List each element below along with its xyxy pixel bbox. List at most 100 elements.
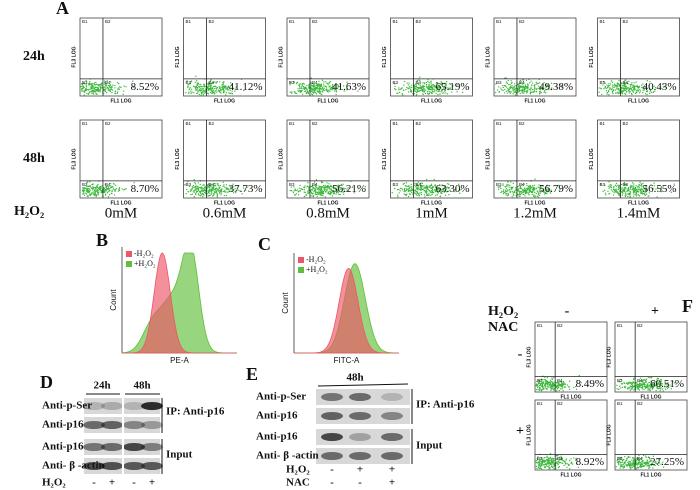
percentage: 60.51%	[650, 378, 684, 390]
blot-row-label: Anti-p16	[256, 410, 298, 422]
panel-label: E	[246, 364, 258, 384]
percentage: 56.79%	[539, 183, 573, 195]
treatment-sign: -	[132, 477, 136, 489]
quadrant-label: B3	[82, 182, 88, 187]
divider	[317, 383, 409, 387]
group-label: IP: Anti-p16	[166, 406, 225, 418]
legend-swatch	[126, 251, 132, 257]
blot-band	[123, 462, 145, 470]
quadrant-label: B3	[289, 80, 295, 85]
quadrant-label: B3	[617, 378, 623, 383]
panel-label: A	[56, 0, 69, 18]
treatment-sign: +	[357, 464, 363, 476]
concentration: 1.4mM	[617, 205, 661, 221]
blot-row-label: Anti-p16	[42, 419, 84, 431]
quadrant-label: B4	[415, 182, 421, 187]
row-label: 48h	[23, 151, 45, 166]
y-axis-label: FL3 LOG	[175, 46, 181, 67]
y-axis-label: FL3 LOG	[606, 346, 612, 367]
y-axis-label: Count	[281, 292, 290, 314]
quadrant-label: B3	[537, 378, 543, 383]
treatment-sign: +	[109, 477, 115, 489]
dot-cloud	[599, 181, 676, 198]
quadrant-label: B2	[415, 19, 421, 24]
dot-cloud	[289, 179, 367, 198]
percentage: 40.43%	[643, 81, 677, 93]
quadrant-label: B4	[622, 182, 628, 187]
y-axis-label: Count	[109, 289, 118, 311]
percentage: 41.12%	[229, 81, 263, 93]
quadrant-label: B2	[415, 121, 421, 126]
treatment-sign: +	[516, 424, 524, 439]
blot-band	[141, 462, 163, 470]
quadrant-label: B1	[537, 323, 543, 328]
quadrant-label: B2	[208, 121, 214, 126]
blot-band	[123, 402, 145, 410]
panel-label: F	[682, 296, 693, 316]
blot-band	[101, 421, 123, 429]
quadrant-label: B2	[557, 323, 563, 328]
legend-entry: +H₂O₂	[134, 259, 156, 268]
quadrant-label: B2	[622, 19, 628, 24]
treatment-label: NAC	[286, 477, 310, 489]
y-axis-label: FL3 LOG	[526, 424, 532, 445]
x-axis-label: FL1 LOG	[640, 394, 661, 400]
x-axis-label: FL1 LOG	[524, 98, 545, 104]
quadrant-label: B3	[393, 80, 399, 85]
dot-cloud	[494, 77, 563, 96]
percentage: 49.38%	[539, 81, 573, 93]
quadrant-label: B3	[496, 182, 502, 187]
treatment-label: NAC	[488, 320, 518, 335]
x-axis-label: FL1 LOG	[110, 200, 131, 206]
percentage: 8.49%	[576, 378, 604, 390]
percentage: 37.73%	[229, 183, 263, 195]
blot-band	[123, 421, 145, 429]
quadrant-label: B4	[637, 456, 643, 461]
y-axis-label: FL3 LOG	[485, 46, 491, 67]
histogram	[121, 252, 237, 354]
blot-band	[381, 452, 403, 460]
percentage: 27.25%	[650, 456, 684, 468]
treatment-sign: +	[389, 477, 395, 489]
blot-band	[321, 433, 343, 441]
quadrant-label: B3	[393, 182, 399, 187]
x-axis-label: FL1 LOG	[524, 200, 545, 206]
quadrant-label: B1	[496, 19, 502, 24]
blot-row-label: Anti- β -actin	[256, 450, 319, 462]
blot-band	[349, 393, 371, 401]
quadrant-label: B1	[617, 401, 623, 406]
blot-row-label: Anti-p16	[256, 431, 298, 443]
quadrant-label: B1	[186, 121, 192, 126]
quadrant-label: B2	[312, 19, 318, 24]
treatment-sign: -	[565, 304, 570, 319]
flow-plot	[286, 119, 370, 199]
x-axis-label: FL1 LOG	[421, 98, 442, 104]
quadrant-label: B3	[186, 80, 192, 85]
x-axis-label: FL1 LOG	[214, 98, 235, 104]
flow-plot	[597, 17, 680, 97]
quadrant-label: B3	[496, 80, 502, 85]
quadrant-label: B3	[600, 80, 606, 85]
quadrant-label: B1	[393, 19, 399, 24]
panel-label: D	[40, 372, 53, 392]
treatment-sign: +	[389, 464, 395, 476]
blot-band	[141, 443, 163, 451]
quadrant-label: B2	[637, 323, 643, 328]
panel-label: C	[258, 234, 271, 254]
x-axis-label: FL1 LOG	[628, 200, 649, 206]
treatment-label: H₂O₂	[286, 464, 310, 476]
legend-swatch	[126, 261, 132, 267]
y-axis-label: FL3 LOG	[382, 46, 388, 67]
row-label: 24h	[23, 49, 45, 64]
quadrant-label: B4	[208, 182, 214, 187]
panel-label: B	[96, 230, 108, 250]
y-axis-label: FL3 LOG	[589, 148, 595, 169]
quadrant-label: B2	[622, 121, 628, 126]
treatment-sign: -	[330, 464, 334, 476]
concentration: 1.2mM	[513, 205, 557, 221]
x-axis-label: PE-A	[170, 356, 189, 365]
quadrant-label: B1	[289, 121, 295, 126]
blot-gap	[122, 397, 124, 475]
flow-plot	[79, 17, 163, 97]
quadrant-label: B4	[622, 80, 628, 85]
